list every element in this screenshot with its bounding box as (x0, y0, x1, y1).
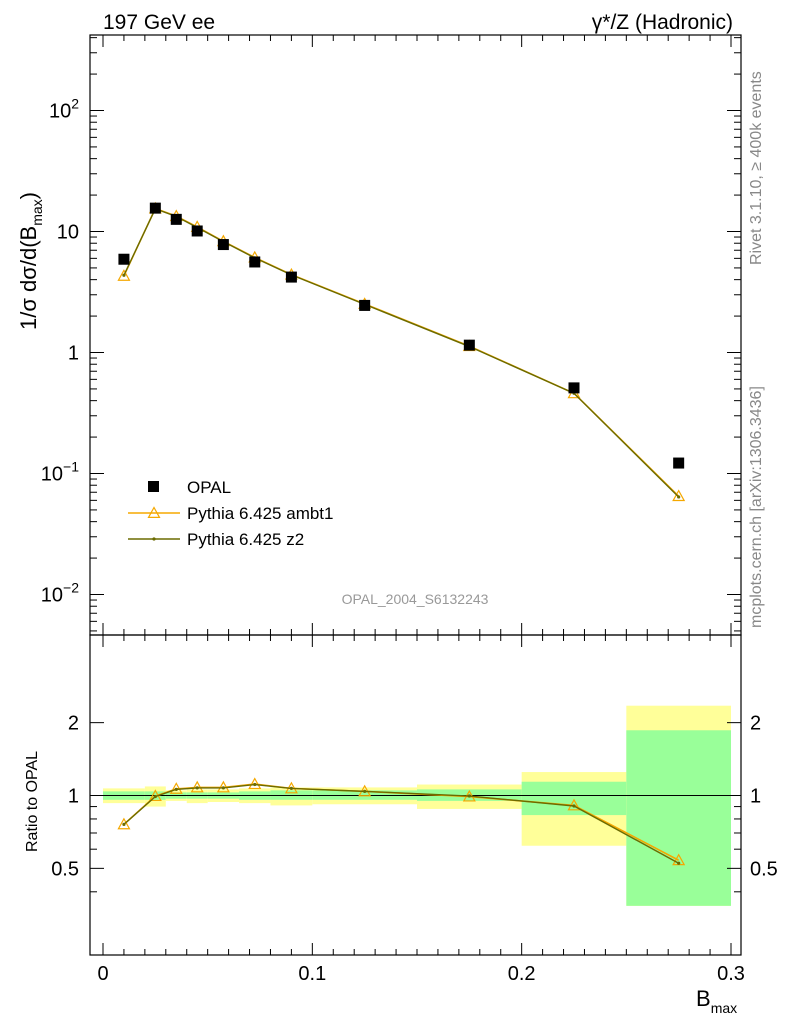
main-y-tick-label: 102 (49, 96, 79, 123)
ambt1-series-line (123, 207, 680, 497)
ambt1-ratio-point (216, 780, 230, 793)
ambt1-ratio-point (567, 798, 581, 811)
z2-ratio-point (174, 787, 178, 791)
opal-data-point (249, 256, 261, 268)
ambt1-ratio-point (117, 817, 131, 830)
opal-data-point (463, 339, 475, 351)
ratio-y-tick-label-right: 0.5 (750, 858, 778, 880)
ambt1-point (117, 269, 131, 281)
z2-ratio-point (289, 786, 293, 790)
z2-ratio-point (467, 794, 471, 798)
opal-data-point (170, 213, 182, 225)
header-right-title: γ*/Z (Hadronic) (592, 11, 733, 34)
z2-ratio-point (153, 794, 157, 799)
legend-label: Pythia 6.425 ambt1 (187, 504, 333, 523)
ratio-y-tick-label: 0.5 (51, 858, 79, 880)
main-y-axis-title: 1/σ dσ/d(Bmax) (16, 192, 45, 330)
opal-data-point (191, 225, 203, 237)
ratio-y-axis-title: Ratio to OPAL (24, 751, 41, 852)
opal-data-point (673, 457, 685, 469)
opal-data-point (118, 253, 130, 265)
ratio-plot-marks (117, 777, 686, 866)
main-plot-marks (117, 201, 686, 502)
z2-point (677, 495, 681, 499)
z2-ratio-point (363, 789, 367, 793)
z2-point (122, 273, 126, 277)
legend-opal-marker (148, 481, 159, 492)
legend: OPAL Pythia 6.425 ambt1 Pythia 6.425 z2 (128, 478, 333, 549)
opal-data-point (568, 382, 580, 394)
analysis-watermark: OPAL_2004_S6132243 (342, 591, 489, 607)
x-axis-title: Bmax (696, 986, 737, 1016)
stat-uncertainty-band (626, 730, 731, 906)
ambt1-ratio-point (190, 780, 204, 793)
ratio-y-tick-label: 2 (68, 713, 79, 735)
opal-data-point (149, 202, 161, 214)
z2-ratio-point (677, 861, 681, 865)
header-left-title: 197 GeV ee (103, 11, 215, 34)
ambt1-ratio-point (169, 782, 183, 794)
ratio-y-tick-label-right: 2 (750, 713, 761, 735)
legend-z2-marker (152, 537, 156, 541)
main-axes: 10−2 10−1 1 10 102 OPAL_2004_S6132243 (41, 34, 742, 636)
ratio-y-tick-label-right: 1 (750, 786, 761, 808)
z2-ratio-point (195, 786, 199, 790)
main-y-tick-label: 1 (68, 343, 79, 365)
x-tick-label: 0.3 (717, 963, 745, 985)
ratio-axes: 0 0.1 0.2 0.3 0.5 0.5 1 1 2 2 (51, 634, 778, 985)
main-y-tick-label: 10 (57, 222, 79, 244)
legend-label: OPAL (187, 478, 231, 497)
legend-label: Pythia 6.425 z2 (187, 530, 304, 549)
x-tick-label: 0 (97, 963, 108, 985)
opal-data-point (285, 271, 297, 283)
z2-series-line (123, 207, 680, 498)
mcplots-label: mcplots.cern.ch [arXiv:1306.3436] (748, 386, 765, 628)
ambt1-ratio-point (248, 777, 262, 790)
x-tick-label: 0.2 (508, 963, 536, 985)
z2-ratio-point (253, 782, 257, 787)
ratio-y-tick-label: 1 (68, 786, 79, 808)
opal-data-point (359, 299, 371, 311)
legend-ambt1-marker (147, 506, 161, 519)
opal-data-point (217, 239, 229, 251)
z2-ratio-point (221, 786, 225, 790)
main-y-tick-label: 10−1 (41, 459, 79, 486)
z2-ratio-point (122, 822, 126, 826)
z2-ratio-point (572, 804, 576, 808)
x-tick-label: 0.1 (298, 963, 326, 985)
ratio-uncertainty-bands (103, 705, 731, 906)
ambt1-point (672, 489, 686, 502)
main-y-tick-label: 10−2 (41, 580, 79, 607)
rivet-version-label: Rivet 3.1.10, ≥ 400k events (748, 71, 765, 265)
